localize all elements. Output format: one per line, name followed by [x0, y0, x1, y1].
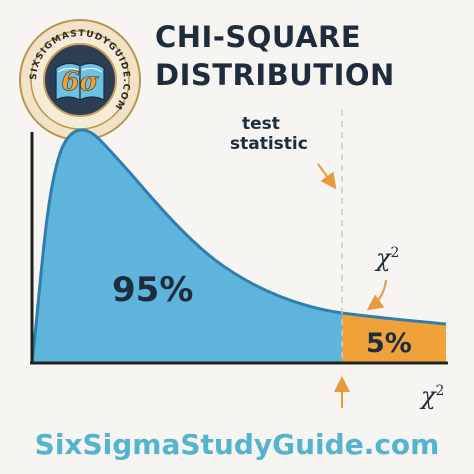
page-title-line-1: CHI-SQUARE [155, 20, 362, 54]
page-title-line-2: DISTRIBUTION [155, 58, 395, 92]
chi-label-arrow [366, 279, 387, 311]
x-axis-chi-exponent: 2 [435, 383, 445, 399]
x-axis-chi-symbol: χ [421, 382, 436, 410]
logo-monogram: 6σ [61, 67, 99, 97]
test-statistic-label-line-2: statistic [230, 134, 308, 154]
chi-square-symbol-label: χ2 [376, 244, 399, 272]
test-statistic-label-line-1: test [242, 114, 280, 134]
rejection-region [342, 313, 446, 362]
footer-site-link[interactable]: SixSigmaStudyGuide.com [34, 428, 440, 461]
chi-exponent: 2 [390, 245, 400, 261]
open-book-icon [55, 62, 105, 101]
test-statistic-arrow [317, 163, 337, 190]
distribution-curve [30, 128, 447, 363]
acceptance-region [32, 129, 342, 362]
x-axis-label: χ2 [421, 382, 444, 410]
acceptance-percent-label: 95% [112, 270, 194, 310]
rejection-percent-label: 5% [366, 328, 412, 359]
logo: SIXSIGMASTUDYGUIDE.COM 6σ [19, 19, 141, 141]
chi-symbol: χ [376, 244, 391, 272]
